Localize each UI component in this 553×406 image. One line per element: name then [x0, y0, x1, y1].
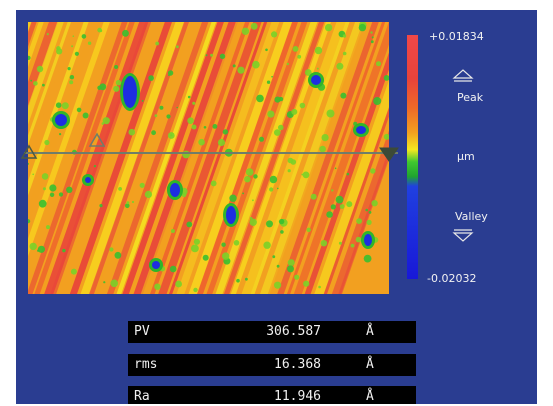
stat-value: 306.587 — [266, 324, 321, 339]
stat-unit: Å — [366, 357, 374, 372]
valley-triangle-icon — [452, 232, 474, 242]
profilometer-display: +0.01834 Peak µm Valley -0.02032 PV 306.… — [16, 10, 537, 404]
stat-unit: Å — [366, 389, 374, 404]
profile-end-marker[interactable] — [379, 147, 399, 162]
stat-row-rms: rms 16.368 Å — [128, 354, 416, 376]
stat-value: 16.368 — [274, 357, 321, 372]
stat-value: 11.946 — [274, 389, 321, 404]
surface-map-canvas — [20, 22, 474, 294]
scale-unit-label: µm — [457, 150, 475, 163]
scale-valley-label: Valley — [455, 210, 488, 223]
stat-name: rms — [134, 357, 158, 372]
surface-height-map — [28, 22, 389, 294]
profile-start-marker[interactable] — [20, 144, 38, 159]
color-scale-bar — [407, 35, 418, 279]
profile-cursor-marker[interactable] — [88, 132, 106, 147]
scale-peak-label: Peak — [457, 91, 484, 104]
stat-unit: Å — [366, 324, 374, 339]
scale-max-label: +0.01834 — [429, 30, 484, 43]
stat-row-pv: PV 306.587 Å — [128, 321, 416, 343]
stat-name: PV — [134, 324, 150, 339]
peak-triangle-icon — [452, 69, 474, 79]
stat-row-ra: Ra 11.946 Å — [128, 386, 416, 404]
scale-min-label: -0.02032 — [427, 272, 477, 285]
stat-name: Ra — [134, 389, 150, 404]
